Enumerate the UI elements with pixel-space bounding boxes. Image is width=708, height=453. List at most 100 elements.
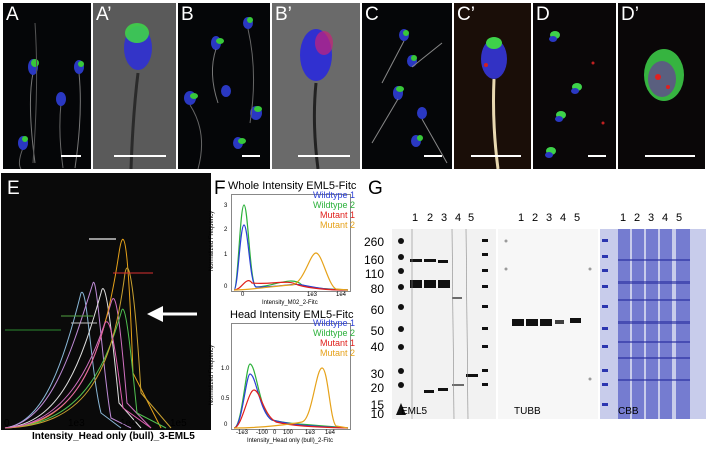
lane-2-eml5: 2	[427, 212, 434, 224]
blot-label-tubb: TUBB	[514, 406, 541, 417]
legend-mutant-1-b: Mutant 1	[319, 338, 355, 348]
sperm-cell-b-prime	[300, 29, 333, 169]
legend-mutant-2-b: Mutant 2	[319, 348, 355, 358]
mw-160: 160	[363, 253, 384, 267]
f-top-tick-1e3: 1e3	[307, 292, 318, 298]
f-bottom-y-tick-1: 1.0	[221, 366, 230, 372]
f-bottom-tick-m100: -100	[256, 430, 269, 436]
mw-110: 110	[364, 267, 384, 281]
e-tick-1e5: 1e5	[170, 418, 187, 429]
lane-2-cbb: 2	[634, 212, 641, 224]
f-bottom-plot	[231, 323, 351, 430]
sperm-cells-a	[18, 22, 84, 169]
panel-label-a: A	[6, 4, 19, 25]
lane-1-eml5: 1	[412, 212, 419, 224]
f-bottom-y-tick-05: 0.5	[221, 396, 230, 402]
scale-bar-b-prime	[298, 155, 350, 157]
blot-tubb-bands	[504, 239, 592, 381]
panel-label-d: D	[536, 4, 550, 25]
lane-4-tubb: 4	[560, 212, 567, 224]
blot-cbb-lanes	[602, 229, 690, 419]
micrograph-c-prime: C’	[454, 3, 531, 169]
scale-bar-b	[242, 155, 260, 157]
panel-label-a-prime: A’	[96, 4, 112, 25]
sperm-cell-c-prime	[481, 37, 507, 169]
f-top-y-tick-1: 1	[224, 252, 228, 258]
sperm-cells-d	[545, 31, 605, 158]
f-top-y-tick-0: 0	[224, 284, 228, 290]
f-bottom-tick-100: 100	[283, 430, 294, 436]
f-top-title: Whole Intensity EML5-Fitc	[228, 180, 357, 192]
e-x-axis-label: Intensity_Head only (bull)_3-EML5	[32, 431, 195, 442]
f-top-tick-1e4: 1e4	[336, 292, 347, 298]
micrograph-d-prime: D’	[618, 3, 705, 169]
lane-3-eml5: 3	[441, 212, 448, 224]
blot-tubb: TUBB	[498, 229, 598, 419]
lane-3-cbb: 3	[648, 212, 655, 224]
blot-label-cbb: CBB	[618, 406, 639, 417]
f-top-y-tick-2: 2	[224, 227, 228, 233]
e-tick-0: 0	[4, 418, 10, 429]
blot-eml5: EML5	[392, 229, 496, 419]
f-top-legend: Wildtype 1 Wildtype 2 Mutant 1 Mutant 2	[305, 190, 355, 230]
legend-wildtype-1: Wildtype 1	[312, 190, 355, 200]
mw-60: 60	[370, 303, 384, 317]
f-top-xlabel: Intensity_M02_2-Fitc	[262, 300, 318, 306]
f-top-curves	[233, 204, 349, 291]
blot-eml5-bands	[396, 229, 488, 419]
sperm-cells-c	[371, 29, 448, 164]
f-bottom-ylabel: Normalized Frequency	[209, 344, 216, 406]
legend-wildtype-2: Wildtype 2	[312, 200, 355, 210]
scale-bar-d-prime	[645, 155, 695, 157]
scale-bar-c	[424, 155, 442, 157]
legend-wildtype-1-b: Wildtype 1	[312, 318, 355, 328]
f-bottom-tick-1e3: 1e3	[305, 430, 316, 436]
scale-bar-a	[61, 155, 81, 157]
f-bottom-tick-0: 0	[273, 430, 277, 436]
f-bottom-legend: Wildtype 1 Wildtype 2 Mutant 1 Mutant 2	[305, 318, 355, 358]
histogram-e: E	[1, 173, 211, 430]
f-top-plot	[231, 194, 351, 292]
panel-label-b-prime: B’	[275, 4, 292, 25]
lane-4-eml5: 4	[455, 212, 462, 224]
f-top-ylabel: Normalized Frequency	[209, 210, 216, 272]
blot-cbb: CBB	[600, 229, 706, 419]
micrograph-d: D	[533, 3, 616, 169]
micrograph-a-prime: A’	[93, 3, 176, 169]
mw-10: 10	[370, 407, 384, 421]
f-bottom-title: Head Intensity EML5-Fitc	[230, 309, 354, 321]
overlay-histograms-e	[4, 238, 197, 429]
blot-label-eml5: EML5	[401, 406, 428, 417]
f-top-tick-0: 0	[241, 292, 245, 298]
panel-label-c-prime: C’	[457, 4, 475, 25]
legend-mutant-2: Mutant 2	[319, 220, 355, 230]
sperm-cells-b	[184, 17, 262, 169]
micrograph-a: A	[3, 3, 91, 169]
mw-260: 260	[363, 235, 384, 249]
lane-1-tubb: 1	[518, 212, 525, 224]
f-top-y-tick-3: 3	[224, 203, 228, 209]
lane-5-cbb: 5	[676, 212, 683, 224]
lane-4-cbb: 4	[662, 212, 669, 224]
mw-80: 80	[370, 282, 384, 296]
panel-label-b: B	[181, 4, 194, 25]
micrograph-b-prime: B’	[272, 3, 360, 169]
f-bottom-tick-m1e3: -1e3	[236, 430, 249, 436]
sperm-cell-a-prime	[124, 23, 152, 169]
mw-40: 40	[370, 340, 384, 354]
micrograph-b: B	[178, 3, 270, 169]
micrograph-c: C	[362, 3, 452, 169]
panel-label-g: G	[368, 178, 383, 199]
scale-bar-c-prime	[471, 155, 521, 157]
sperm-cell-d-prime	[644, 49, 684, 101]
panel-label-d-prime: D’	[621, 4, 639, 25]
f-bottom-y-tick-0: 0	[224, 422, 228, 428]
panel-label-e: E	[7, 178, 20, 199]
panel-label-c: C	[365, 4, 379, 25]
f-bottom-curves	[233, 363, 349, 429]
mw-marker-list: 260 160 110 80 60 50 40 30 20 15 10	[362, 0, 384, 453]
lane-5-eml5: 5	[468, 212, 475, 224]
panel-label-f: F	[214, 178, 226, 199]
e-tick-1e3: 1e3	[68, 418, 85, 429]
mw-30: 30	[370, 367, 384, 381]
